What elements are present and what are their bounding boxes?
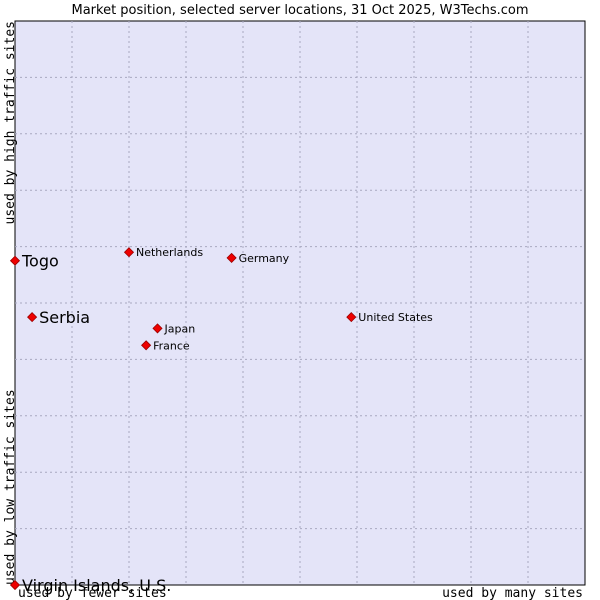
point-label-serbia: Serbia bbox=[39, 308, 90, 327]
point-marker-netherlands bbox=[123, 247, 135, 258]
point-label-virgin-islands-u-s: Virgin Islands, U.S. bbox=[22, 576, 171, 595]
x-axis-low-label: used by fewer sites bbox=[18, 586, 167, 600]
point-label-togo: Togo bbox=[21, 252, 59, 271]
point-marker-serbia bbox=[27, 312, 38, 323]
point-marker-france bbox=[141, 340, 152, 351]
chart-title: Market position, selected server locatio… bbox=[71, 3, 528, 18]
point-marker-japan bbox=[152, 323, 163, 334]
point-marker-togo bbox=[9, 255, 21, 266]
point-label-united-states: United States bbox=[358, 311, 433, 324]
y-axis-low-label: used by low traffic sites bbox=[3, 389, 18, 585]
point-label-netherlands: Netherlands bbox=[136, 246, 203, 259]
grid-lines bbox=[15, 21, 585, 585]
point-marker-united-states bbox=[346, 312, 357, 323]
point-marker-germany bbox=[226, 252, 237, 263]
x-axis-high-label: used by many sites bbox=[442, 586, 583, 600]
point-label-japan: Japan bbox=[164, 322, 196, 335]
point-label-germany: Germany bbox=[239, 252, 290, 265]
y-axis-high-label: used by high traffic sites bbox=[3, 21, 18, 225]
point-label-france: France bbox=[153, 339, 190, 352]
data-points: Netherlands Germany Togo Serbia United State… bbox=[9, 246, 433, 595]
point-marker-virgin-islands-u-s bbox=[9, 579, 21, 591]
